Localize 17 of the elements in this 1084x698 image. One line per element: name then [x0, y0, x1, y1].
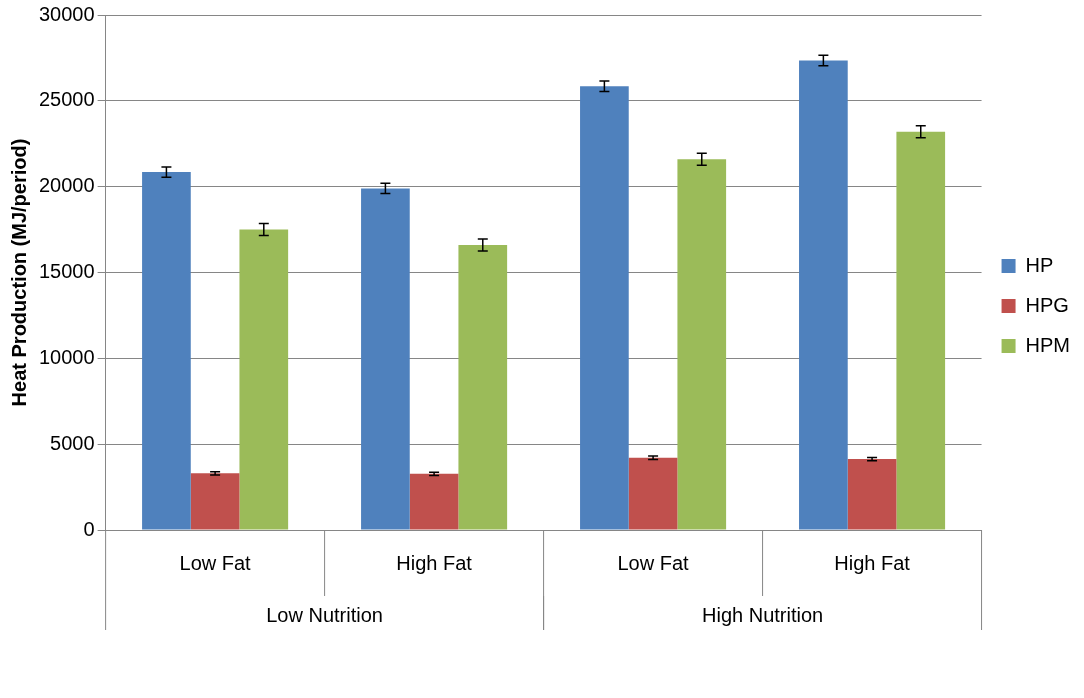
y-axis-title: Heat Production (MJ/period): [7, 138, 30, 407]
y-tick-label: 10000: [38, 345, 95, 368]
legend-label: HPM: [1025, 333, 1071, 356]
x-tick-label: Low Fat: [179, 551, 252, 574]
text: Low Nutrition: [266, 603, 383, 626]
y-tick-label: 0: [83, 517, 95, 540]
y-tick-label: 5000: [50, 431, 95, 454]
legend-label: HPG: [1025, 293, 1069, 316]
x-tick-label: High Fat: [396, 551, 473, 574]
y-tick-label: 15000: [38, 260, 95, 283]
y-tick-label: 20000: [38, 174, 95, 197]
x-tick-label: Low Fat: [617, 551, 690, 574]
y-tick-label: 25000: [38, 88, 95, 111]
text: High Nutrition: [701, 603, 824, 626]
y-tick-label: 30000: [38, 2, 95, 25]
x-tick-label: High Fat: [834, 551, 911, 574]
legend-label: HP: [1025, 253, 1054, 276]
